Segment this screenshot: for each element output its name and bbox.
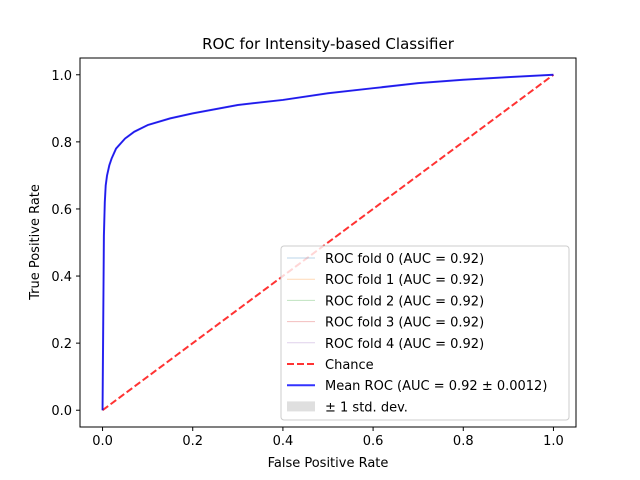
x-tick-label: 1.0	[543, 434, 564, 449]
legend-label: ROC fold 2 (AUC = 0.92)	[325, 294, 484, 309]
y-tick-label: 0.2	[51, 337, 72, 352]
plot-frame	[79, 57, 577, 428]
legend: ROC fold 0 (AUC = 0.92) ROC fold 1 (AUC =…	[280, 245, 570, 421]
legend-label: ROC fold 0 (AUC = 0.92)	[325, 252, 484, 267]
y-tick-label: 0.4	[51, 270, 72, 285]
legend-label: Chance	[325, 358, 374, 373]
legend-items: ROC fold 0 (AUC = 0.92) ROC fold 1 (AUC =…	[287, 252, 547, 415]
legend-label: ROC fold 1 (AUC = 0.92)	[325, 273, 484, 288]
x-axis-title: False Positive Rate	[268, 456, 389, 471]
chance-line	[101, 73, 555, 412]
y-axis-ticks: 0.0 0.2 0.4 0.6 0.8 1.0	[51, 69, 80, 419]
mean-roc-line	[101, 73, 554, 411]
x-tick-label: 0.6	[363, 434, 384, 449]
mean-roc-layer	[101, 73, 554, 411]
y-axis-title: True Positive Rate	[28, 184, 43, 301]
legend-frame	[280, 245, 570, 421]
y-tick-label: 1.0	[51, 69, 72, 84]
y-tick-label: 0.8	[51, 136, 72, 151]
legend-label: ± 1 std. dev.	[325, 400, 408, 415]
x-tick-label: 0.2	[182, 434, 203, 449]
chance-line-layer	[101, 73, 555, 412]
y-tick-label: 0.6	[51, 203, 72, 218]
y-tick-label: 0.0	[51, 404, 72, 419]
legend-label: ROC fold 3 (AUC = 0.92)	[325, 316, 484, 331]
legend-label: Mean ROC (AUC = 0.92 ± 0.0012)	[325, 379, 547, 394]
legend-label: ROC fold 4 (AUC = 0.92)	[325, 337, 484, 352]
legend-swatch-std-band	[287, 401, 315, 412]
x-axis-ticks: 0.0 0.2 0.4 0.6 0.8 1.0	[92, 427, 564, 449]
x-tick-label: 0.0	[92, 434, 113, 449]
x-tick-label: 0.8	[453, 434, 474, 449]
x-tick-label: 0.4	[273, 434, 294, 449]
chart-title: ROC for Intensity-based Classifier	[202, 35, 455, 53]
